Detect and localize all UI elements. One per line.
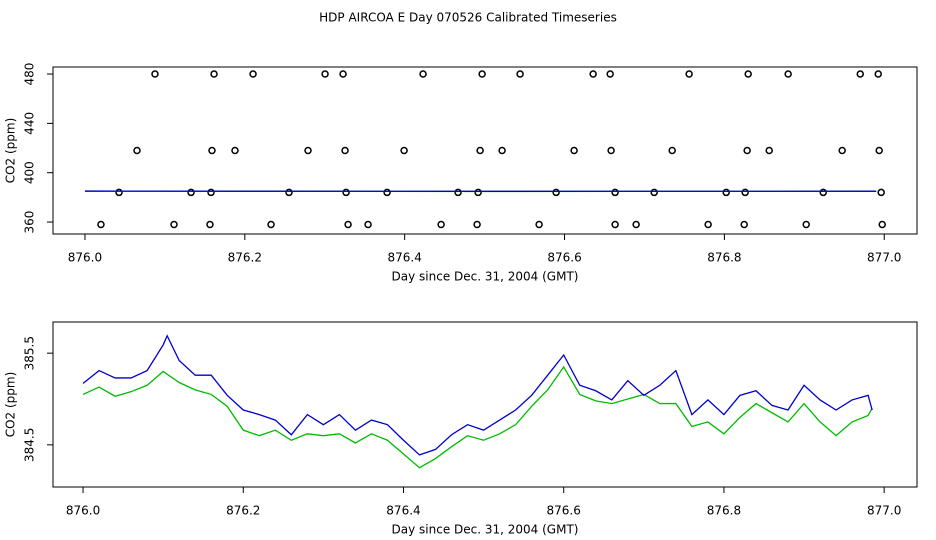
point [133, 146, 141, 155]
series-line [82, 365, 873, 469]
point [668, 146, 676, 155]
x-tick-label: 876.8 [707, 251, 741, 265]
x-tick-label: 876.2 [228, 251, 262, 265]
point [606, 70, 614, 78]
point [611, 220, 619, 229]
x-tick-label: 876.4 [387, 251, 421, 265]
point [187, 188, 195, 197]
point [383, 188, 391, 197]
point [321, 70, 329, 78]
y-tick-label: 400 [23, 161, 37, 184]
y-tick-label: 440 [23, 112, 37, 135]
x-tick-label: 877.0 [867, 504, 901, 518]
point [875, 146, 883, 155]
point [838, 146, 846, 155]
x-tick-label: 876.4 [386, 504, 420, 518]
y-tick-label: 480 [23, 63, 37, 86]
point [877, 188, 885, 197]
point [632, 220, 640, 229]
point [437, 220, 445, 229]
x-tick-label: 876.6 [547, 504, 581, 518]
point [570, 146, 578, 155]
point [474, 188, 482, 197]
x-axis-label: Day since Dec. 31, 2004 (GMT) [392, 523, 579, 537]
point [819, 188, 827, 197]
point [342, 188, 350, 197]
point [267, 220, 275, 229]
point [611, 188, 619, 197]
point [878, 220, 886, 229]
y-tick-label: 384.5 [23, 428, 37, 462]
x-tick-label: 876.0 [66, 504, 100, 518]
point [115, 188, 123, 197]
point [304, 146, 312, 155]
point [231, 146, 239, 155]
point [210, 70, 218, 78]
point [498, 146, 506, 155]
point [454, 188, 462, 197]
point [476, 146, 484, 155]
y-tick-label: 385.5 [23, 336, 37, 370]
point [249, 70, 257, 78]
series-line [82, 334, 873, 456]
plot-frame [52, 321, 918, 488]
point [400, 146, 408, 155]
point [344, 220, 352, 229]
point [516, 70, 524, 78]
point [285, 188, 293, 197]
point [339, 70, 347, 78]
point [874, 70, 882, 78]
point [741, 188, 749, 197]
point [704, 220, 712, 229]
x-tick-label: 876.2 [226, 504, 260, 518]
y-tick-label: 360 [23, 211, 37, 234]
y-axis-label: CO2 (ppm) [4, 118, 18, 184]
point [151, 70, 159, 78]
x-tick-label: 876.0 [68, 251, 102, 265]
point [364, 220, 372, 229]
point [784, 70, 792, 78]
point [856, 70, 865, 78]
point [589, 70, 597, 78]
x-tick-label: 876.6 [547, 251, 581, 265]
point [607, 146, 615, 155]
y-axis-label: CO2 (ppm) [4, 372, 18, 438]
point [170, 220, 178, 229]
x-axis-label: Day since Dec. 31, 2004 (GMT) [392, 270, 579, 284]
point [97, 220, 105, 229]
point [650, 188, 658, 197]
point [535, 220, 543, 229]
point [473, 220, 481, 229]
x-tick-label: 877.0 [867, 251, 901, 265]
point [208, 146, 216, 155]
point [478, 70, 486, 78]
point [744, 70, 752, 78]
point [743, 146, 751, 155]
point [765, 146, 773, 155]
point [206, 220, 214, 229]
point [207, 188, 215, 197]
chart-title: HDP AIRCOA E Day 070526 Calibrated Times… [319, 11, 617, 25]
point [722, 188, 730, 197]
point [802, 220, 810, 229]
x-tick-label: 876.8 [707, 504, 741, 518]
plot-frame [52, 66, 918, 235]
point [341, 146, 349, 155]
point [552, 188, 560, 197]
point [740, 220, 748, 229]
point [419, 70, 427, 78]
point [685, 70, 693, 78]
